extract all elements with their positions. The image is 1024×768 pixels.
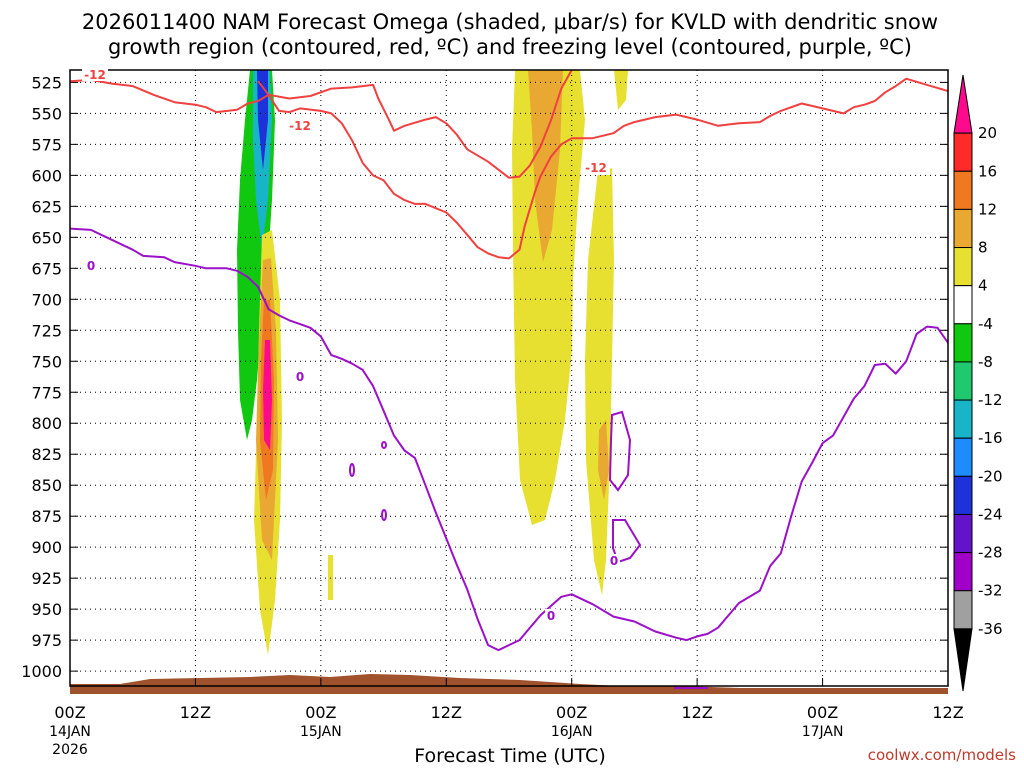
omega-pos-8-region-3 (598, 420, 609, 500)
colorbar-swatch (953, 552, 973, 592)
y-tick-label: 750 (31, 352, 62, 371)
freezing-level-islands (349, 410, 708, 689)
colorbar-label: -16 (978, 429, 1003, 447)
colorbar-swatch (953, 74, 973, 134)
colorbar-label: -36 (978, 620, 1003, 638)
y-tick-label: 975 (31, 631, 62, 650)
x-tick-year: 2026 (52, 742, 88, 758)
chart-title-line2: growth region (contoured, red, ºC) and f… (108, 35, 912, 59)
colorbar-swatch (953, 628, 973, 692)
y-tick-label: 675 (31, 259, 62, 278)
contour-line-2 (70, 227, 948, 652)
colorbar-label: -12 (978, 391, 1003, 409)
colorbar-swatch (953, 323, 973, 363)
contour-label-dgz-upper: -12 (84, 68, 106, 82)
x-tick-label: 12Z (681, 703, 712, 722)
contour-line-0 (70, 70, 573, 179)
colorbar-label: 8 (978, 239, 988, 257)
x-tick-label: 12Z (932, 703, 963, 722)
colorbar: 20 16 12 8 4 -4 -8 -12 -16 -20 -24 -28 -32 -36 (953, 74, 1003, 692)
contour-line-1 (257, 77, 948, 260)
colorbar-label: 12 (978, 200, 997, 218)
colorbar-label: 16 (978, 162, 997, 180)
contour-label-dgz-mid: -12 (289, 119, 311, 133)
x-tick-date: 16JAN (551, 724, 593, 740)
x-tick-label: 00Z (556, 703, 587, 722)
colorbar-swatch (953, 170, 973, 210)
omega-neg-24-region (257, 70, 268, 170)
y-tick-label: 1000 (21, 662, 62, 681)
contour-label-dgz-right: -12 (585, 161, 607, 175)
x-axis-labels: 00Z 14JAN 2026 12Z 00Z 15JAN 12Z 00Z 16JAN 12Z 00Z… (49, 703, 964, 758)
credit-text: coolwx.com/models (868, 746, 1016, 764)
y-axis-labels: 525 550 575 600 625 650 675 700 725 750 775 800 825 8… (21, 73, 62, 681)
x-tick-label: 12Z (431, 703, 462, 722)
colorbar-label: -24 (978, 505, 1003, 523)
colorbar-label: -8 (978, 353, 993, 371)
y-tick-label: 600 (31, 166, 62, 185)
x-tick-date: 14JAN (49, 724, 91, 740)
x-tick-date: 17JAN (802, 724, 844, 740)
omega-pos-4-region-2 (512, 70, 585, 525)
contour-label-frz-left: 0 (87, 259, 95, 273)
y-tick-label: 775 (31, 383, 62, 402)
grid-lines (69, 70, 949, 686)
colorbar-swatch (953, 361, 973, 401)
colorbar-label: -28 (978, 544, 1003, 562)
y-tick-label: 575 (31, 135, 62, 154)
colorbar-swatch (953, 399, 973, 439)
colorbar-swatch (953, 285, 973, 325)
y-tick-label: 700 (31, 290, 62, 309)
omega-pos-4-region-4 (614, 70, 628, 110)
colorbar-label: 20 (978, 124, 997, 142)
colorbar-label: 4 (978, 277, 988, 295)
y-tick-label: 650 (31, 228, 62, 247)
y-tick-label: 625 (31, 197, 62, 216)
contour-label-group: -12 -12 -12 0 0 0 0 (82, 67, 620, 623)
y-tick-label: 550 (31, 104, 62, 123)
colorbar-label: -4 (978, 315, 993, 333)
terrain-strip (70, 674, 948, 694)
contour-label-frz-right: 0 (610, 554, 618, 568)
x-tick-label: 00Z (305, 703, 336, 722)
contour-label-frz-low: 0 (547, 609, 555, 623)
y-tick-label: 925 (31, 569, 62, 588)
y-tick-label: 850 (31, 476, 62, 495)
x-tick-label: 00Z (807, 703, 838, 722)
colorbar-swatch (953, 513, 973, 554)
colorbar-swatch (953, 437, 973, 477)
plot-frame (69, 69, 949, 687)
colorbar-swatch (953, 590, 973, 630)
x-tick-date: 15JAN (300, 724, 342, 740)
x-tick-label: 12Z (180, 703, 211, 722)
contour-lines (70, 70, 948, 652)
x-axis-title: Forecast Time (UTC) (414, 745, 605, 767)
colorbar-label: -32 (978, 582, 1003, 600)
colorbar-swatch (953, 475, 973, 515)
omega-shading (237, 70, 628, 655)
y-tick-label: 725 (31, 321, 62, 340)
y-tick-label: 875 (31, 507, 62, 526)
colorbar-label: -20 (978, 467, 1003, 485)
omega-pos-20-region (263, 340, 272, 450)
chart-title-line1: 2026011400 NAM Forecast Omega (shaded, μ… (82, 10, 938, 34)
y-tick-label: 950 (31, 600, 62, 619)
contour-label-frz-mid: 0 (296, 370, 304, 384)
omega-pos-4-region-5 (328, 555, 333, 600)
y-tick-label: 800 (31, 414, 62, 433)
colorbar-swatch (953, 208, 973, 249)
y-tick-label: 525 (31, 73, 62, 92)
y-tick-label: 825 (31, 445, 62, 464)
x-tick-label: 00Z (54, 703, 85, 722)
colorbar-swatch (953, 247, 973, 287)
colorbar-swatch (953, 132, 973, 172)
omega-pos-4-region-3 (585, 168, 614, 595)
y-tick-label: 900 (31, 538, 62, 557)
